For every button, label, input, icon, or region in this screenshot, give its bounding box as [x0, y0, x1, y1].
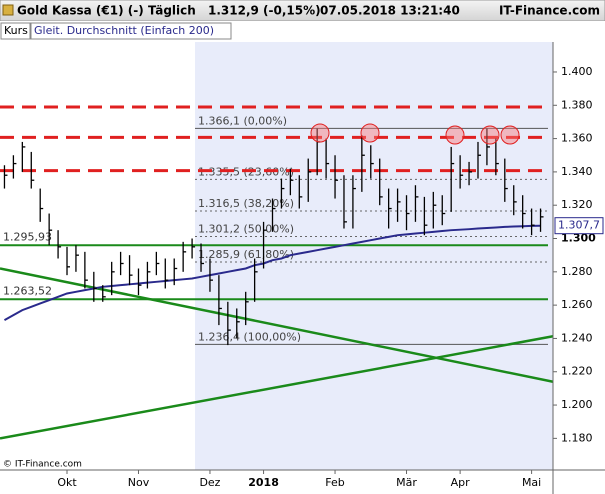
x-tick-label: Mär	[396, 476, 417, 489]
y-tick-label: 1.340	[561, 165, 593, 178]
brand: IT-Finance.com	[499, 4, 600, 18]
x-tick-label: Okt	[57, 476, 77, 489]
legend-item: Kurs	[4, 24, 28, 37]
y-tick-label: 1.200	[561, 398, 593, 411]
fib-label: 1.366,1 (0,00%)	[198, 114, 287, 127]
legend-item: Gleit. Durchschnitt (Einfach 200)	[34, 24, 214, 37]
marker	[445, 125, 465, 145]
copyright: © IT-Finance.com	[3, 460, 82, 470]
x-tick-label: Dez	[199, 476, 220, 489]
quote: 1.312,9 (-0,15%)	[208, 4, 321, 18]
marker	[480, 125, 500, 145]
fib-label: 1.285,9 (61,80%)	[198, 248, 294, 261]
icon	[2, 4, 14, 16]
y-tick-label: 1.300	[561, 232, 596, 245]
x-tick-label: Apr	[451, 476, 471, 489]
last-value-box	[554, 217, 604, 235]
y-tick-label: 1.280	[561, 265, 593, 278]
y-tick-label: 1.220	[561, 365, 593, 378]
interval: Täglich	[148, 4, 196, 18]
legend-box	[30, 22, 232, 40]
x-tick-label: Feb	[325, 476, 344, 489]
fib-label: 1.301,2 (50,00%)	[198, 223, 294, 236]
marker	[500, 125, 520, 145]
y-tick-label: 1.260	[561, 298, 593, 311]
legend-box	[0, 22, 31, 40]
y-tick-label: 1.320	[561, 198, 593, 211]
x-tick-label: 2018	[248, 476, 279, 489]
x-tick-label: Mai	[522, 476, 541, 489]
marker	[310, 123, 330, 143]
fib-label: 1.316,5 (38,20%)	[198, 197, 294, 210]
marker	[360, 123, 380, 143]
y-tick-label: 1.400	[561, 65, 593, 78]
fib-label: 1.236,4 (100,00%)	[198, 330, 301, 343]
y-tick-label: 1.360	[561, 132, 593, 145]
x-tick-label: Nov	[128, 476, 150, 489]
support-label: 1.295,93	[3, 230, 52, 243]
title: Gold Kassa (€1) (-)	[17, 4, 144, 18]
y-tick-label: 1.240	[561, 331, 593, 344]
y-tick-label: 1.180	[561, 431, 593, 444]
y-tick-label: 1.380	[561, 98, 593, 111]
trendline	[0, 267, 554, 383]
last-value-label: 1.307,7	[558, 219, 600, 232]
datetime: 07.05.2018 13:21:40	[320, 4, 460, 18]
fib-zone	[195, 42, 553, 470]
support-label: 1.263,52	[3, 284, 52, 297]
trendline	[0, 335, 554, 440]
